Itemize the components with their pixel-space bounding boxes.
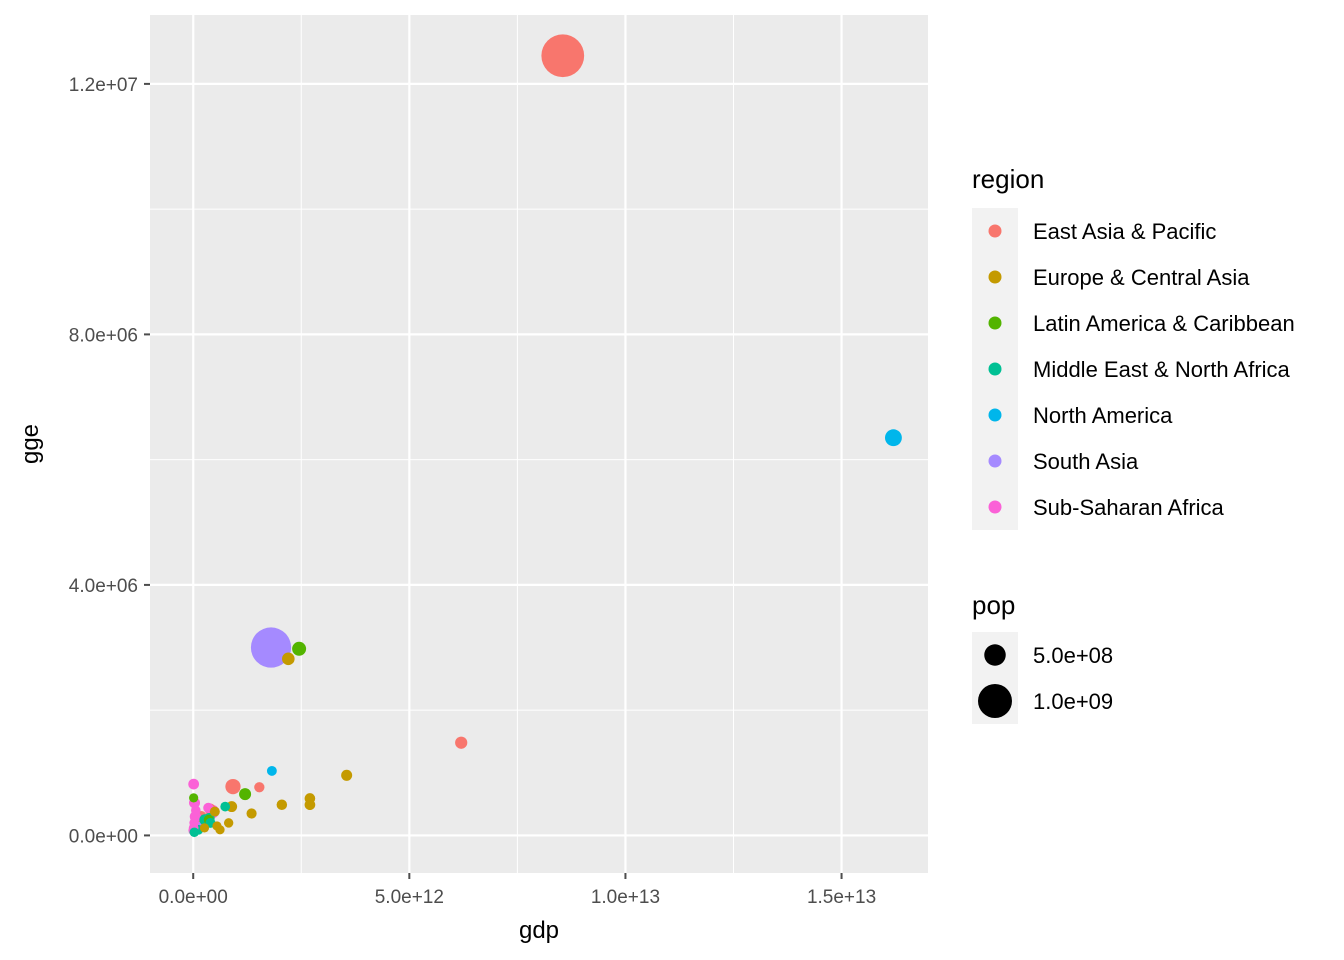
color-legend-key — [988, 270, 1002, 284]
data-point — [304, 793, 316, 804]
size-legend-key — [978, 684, 1012, 718]
data-point — [223, 818, 234, 828]
data-point — [341, 769, 353, 781]
y-tick-label: 8.0e+06 — [69, 325, 138, 346]
data-point — [239, 788, 252, 801]
grid-minor — [150, 15, 928, 873]
x-axis-title: gdp — [519, 917, 559, 944]
x-tick-label: 5.0e+12 — [375, 887, 444, 908]
size-legend-items: 5.0e+08 1.0e+09 — [978, 643, 1113, 718]
x-tick-label: 1.5e+13 — [807, 887, 876, 908]
data-point — [254, 782, 265, 793]
data-point — [884, 429, 902, 447]
color-legend-key — [988, 500, 1002, 514]
data-point — [276, 799, 288, 810]
size-legend-label: 1.0e+09 — [1033, 689, 1113, 714]
grid-major — [150, 15, 928, 873]
x-tick-label: 0.0e+00 — [159, 887, 228, 908]
x-tick-label: 1.0e+13 — [591, 887, 660, 908]
size-legend-label: 5.0e+08 — [1033, 643, 1113, 668]
size-legend-title: pop — [972, 590, 1015, 620]
data-point — [189, 793, 199, 803]
color-legend-items: East Asia & Pacific Europe & Central Asia… — [988, 219, 1295, 520]
color-legend-title: region — [972, 164, 1044, 194]
color-legend-key — [988, 454, 1002, 468]
data-point — [455, 736, 468, 749]
data-point — [220, 801, 231, 812]
data-point — [212, 821, 222, 831]
color-legend-label: East Asia & Pacific — [1033, 219, 1216, 244]
y-axis-title: gge — [17, 424, 44, 464]
data-point — [189, 818, 199, 828]
points-layer — [188, 34, 902, 838]
data-point — [541, 34, 585, 78]
data-point — [246, 808, 257, 819]
y-tick-label: 0.0e+00 — [69, 826, 138, 847]
color-legend-label: South Asia — [1033, 449, 1139, 474]
x-axis: 0.0e+00 5.0e+12 1.0e+13 1.5e+13 — [159, 873, 876, 908]
data-point — [225, 778, 241, 795]
data-point — [250, 627, 292, 668]
data-point — [191, 805, 201, 816]
size-legend: pop 5.0e+08 1.0e+09 — [972, 590, 1113, 724]
y-tick-label: 1.2e+07 — [69, 75, 138, 96]
color-legend-key — [988, 224, 1002, 238]
color-legend-label: North America — [1033, 403, 1173, 428]
color-legend-label: Middle East & North Africa — [1033, 357, 1291, 382]
data-point — [188, 778, 200, 790]
color-legend-label: Europe & Central Asia — [1033, 265, 1250, 290]
color-legend-key — [988, 316, 1002, 330]
color-legend: region East Asia & Pacific Europe & Centr… — [972, 164, 1295, 530]
data-point — [189, 827, 200, 838]
plot-panel — [150, 15, 928, 873]
data-point — [209, 806, 220, 817]
data-point — [282, 652, 295, 666]
y-tick-label: 4.0e+06 — [69, 576, 138, 597]
data-point — [292, 641, 307, 656]
y-axis: 0.0e+00 4.0e+06 8.0e+06 1.2e+07 — [69, 75, 150, 847]
color-legend-label: Sub-Saharan Africa — [1033, 495, 1225, 520]
color-legend-key — [988, 408, 1002, 422]
color-legend-key — [988, 362, 1002, 376]
size-legend-key — [984, 644, 1006, 666]
data-point — [199, 823, 210, 833]
data-point — [266, 765, 277, 776]
color-legend-label: Latin America & Caribbean — [1033, 311, 1295, 336]
